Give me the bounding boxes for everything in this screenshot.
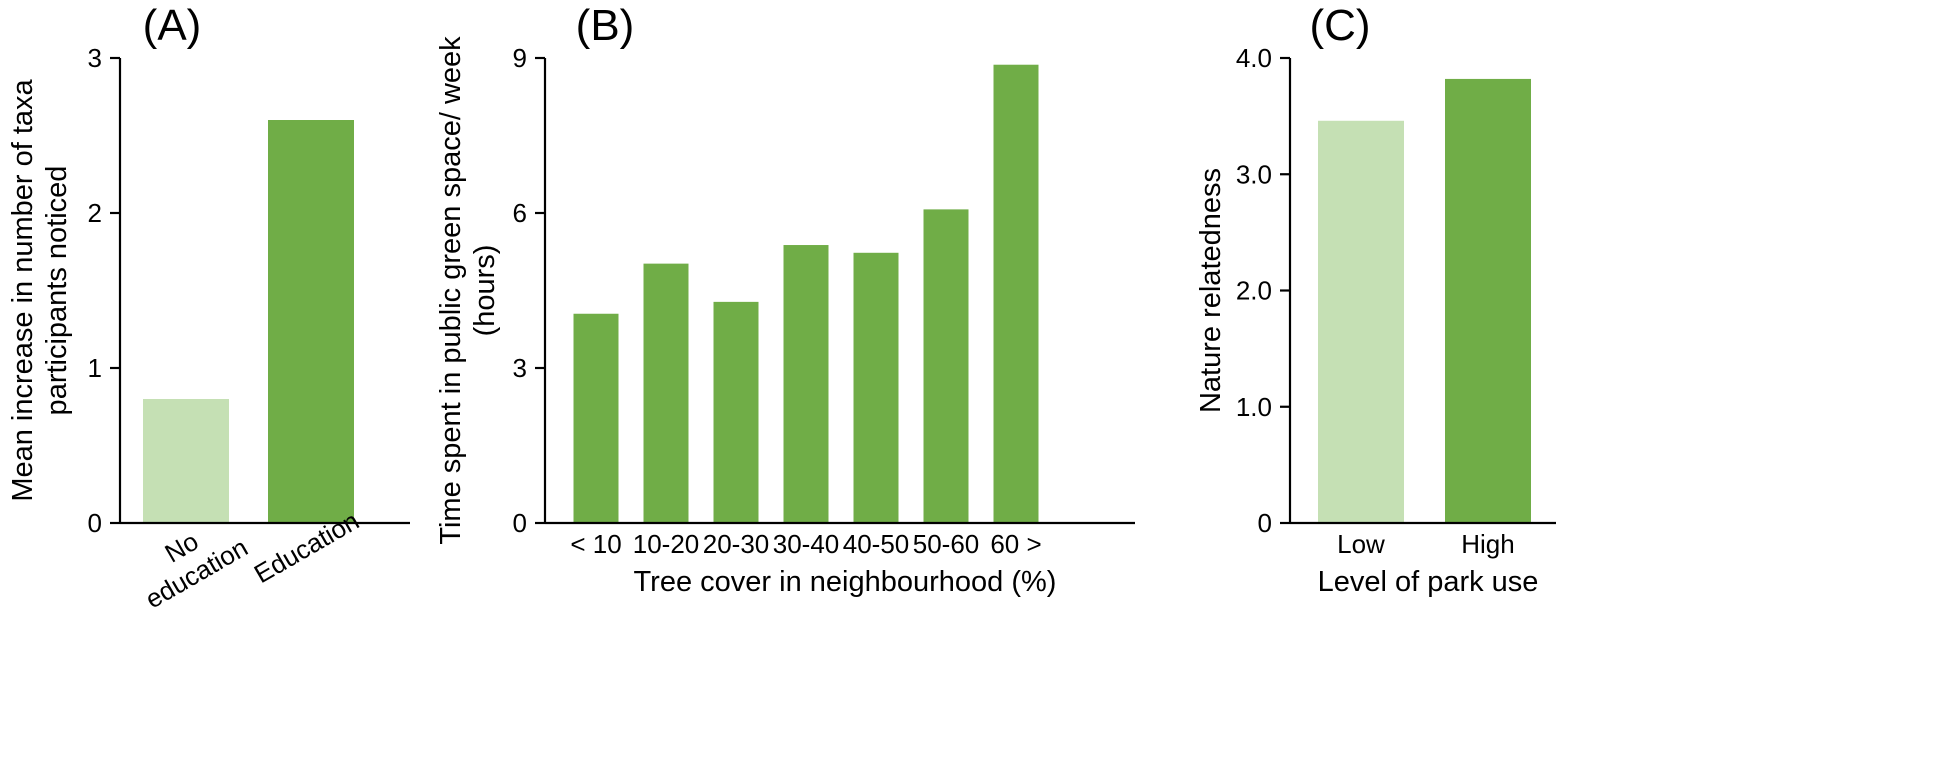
- panel-label: (A): [143, 1, 202, 50]
- chart-panel-b: (B) 0 3 6 9 < 10 10-20 20-30 30-40 40-50 50-60 60 >…: [435, 1, 1135, 598]
- y-tick-label: 6: [513, 198, 527, 228]
- x-tick-label: 50-60: [913, 529, 980, 559]
- y-axis-title: Nature relatedness: [1195, 168, 1227, 413]
- y-axis-title: Mean increase in number of taxaparticipa…: [7, 78, 73, 501]
- y-tick-label: 0: [88, 508, 102, 538]
- bar: [643, 263, 689, 523]
- bar: [573, 313, 619, 523]
- x-tick-label: 20-30: [703, 529, 770, 559]
- y-tick-label: 9: [513, 43, 527, 73]
- y-axis-title: Time spent in public green space/ week(h…: [435, 36, 501, 545]
- x-tick-label: Low: [1337, 529, 1385, 559]
- y-tick-label: 0: [1258, 508, 1272, 538]
- bar: [1318, 120, 1404, 524]
- bar: [713, 301, 759, 523]
- y-tick-label: 3: [513, 353, 527, 383]
- y-tick-label: 1.0: [1236, 392, 1272, 422]
- y-tick-label: 3: [88, 43, 102, 73]
- y-tick-label: 2: [88, 198, 102, 228]
- bar: [1445, 78, 1531, 524]
- bar: [143, 399, 229, 523]
- y-tick-label: 0: [513, 508, 527, 538]
- x-tick-label: 30-40: [773, 529, 840, 559]
- panel-label: (B): [576, 1, 635, 50]
- bar: [853, 252, 899, 524]
- bar: [993, 64, 1039, 523]
- panel-label: (C): [1309, 1, 1370, 50]
- x-tick-label: 40-50: [843, 529, 910, 559]
- x-tick-label: < 10: [570, 529, 621, 559]
- x-axis-title: Tree cover in neighbourhood (%): [634, 566, 1057, 598]
- x-tick-label: 10-20: [633, 529, 700, 559]
- x-tick-label: 60 >: [990, 529, 1041, 559]
- y-tick-label: 2.0: [1236, 276, 1272, 306]
- y-tick-label: 3.0: [1236, 159, 1272, 189]
- bar: [923, 209, 969, 523]
- x-tick-label: High: [1461, 529, 1514, 559]
- y-tick-label: 1: [88, 353, 102, 383]
- bar: [268, 120, 354, 523]
- bar: [783, 245, 829, 524]
- chart-panel-c: (C) 0 1.0 2.0 3.0 4.0 Low High Level of park use…: [1195, 1, 1556, 598]
- y-tick-label: 4.0: [1236, 43, 1272, 73]
- x-axis-title: Level of park use: [1318, 566, 1539, 598]
